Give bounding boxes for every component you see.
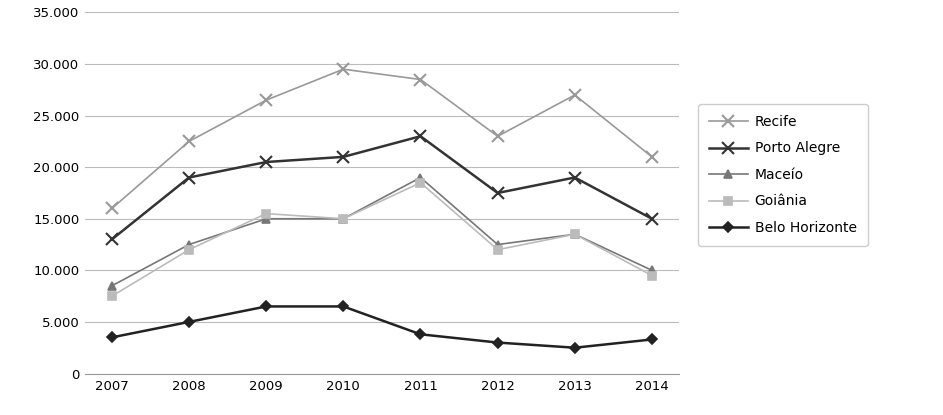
Goiânia (107, 294, 118, 299)
Maceío (415, 175, 426, 180)
Line: Belo Horizonte: Belo Horizonte (108, 303, 655, 351)
Maceío (260, 216, 272, 221)
Belo Horizonte (260, 304, 272, 309)
Goiânia (338, 216, 349, 221)
Recife (183, 139, 194, 144)
Porto Alegre (570, 175, 581, 180)
Porto Alegre (183, 175, 194, 180)
Goiânia (183, 247, 194, 252)
Belo Horizonte (492, 340, 504, 345)
Goiânia (415, 180, 426, 185)
Recife (338, 67, 349, 72)
Porto Alegre (415, 134, 426, 139)
Recife (415, 77, 426, 82)
Recife (107, 206, 118, 211)
Maceío (107, 283, 118, 288)
Maceío (570, 232, 581, 237)
Belo Horizonte (646, 337, 657, 342)
Belo Horizonte (415, 332, 426, 337)
Porto Alegre (646, 216, 657, 221)
Belo Horizonte (338, 304, 349, 309)
Recife (492, 134, 504, 139)
Line: Recife: Recife (107, 63, 657, 214)
Legend: Recife, Porto Alegre, Maceío, Goiânia, Belo Horizonte: Recife, Porto Alegre, Maceío, Goiânia, B… (698, 104, 868, 246)
Line: Maceío: Maceío (108, 173, 656, 290)
Maceío (492, 242, 504, 247)
Line: Goiânia: Goiânia (108, 178, 656, 300)
Belo Horizonte (183, 320, 194, 325)
Recife (646, 154, 657, 159)
Recife (570, 93, 581, 98)
Belo Horizonte (107, 335, 118, 340)
Porto Alegre (338, 154, 349, 159)
Goiânia (260, 211, 272, 216)
Maceío (646, 268, 657, 273)
Goiânia (492, 247, 504, 252)
Maceío (183, 242, 194, 247)
Goiânia (570, 232, 581, 237)
Porto Alegre (492, 190, 504, 195)
Goiânia (646, 273, 657, 278)
Recife (260, 98, 272, 103)
Porto Alegre (260, 159, 272, 164)
Belo Horizonte (570, 345, 581, 350)
Porto Alegre (107, 237, 118, 242)
Maceío (338, 216, 349, 221)
Line: Porto Alegre: Porto Alegre (107, 131, 657, 245)
